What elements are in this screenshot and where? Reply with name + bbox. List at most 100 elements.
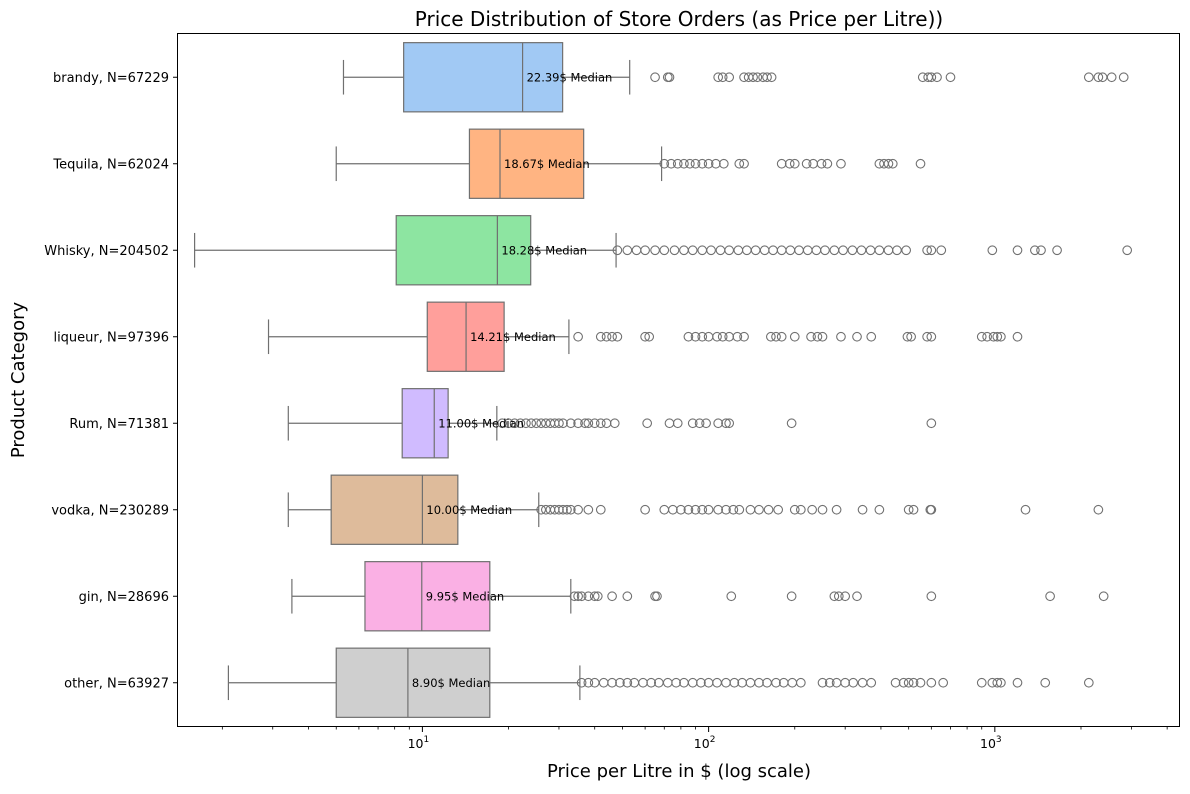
outlier-point bbox=[776, 245, 787, 256]
outlier-point bbox=[712, 331, 722, 342]
outlier-point bbox=[922, 245, 932, 256]
outlier-point bbox=[763, 504, 774, 515]
outlier-point bbox=[771, 677, 781, 688]
outlier-point bbox=[836, 158, 846, 169]
outlier-point bbox=[906, 331, 916, 342]
outlier-point bbox=[1106, 72, 1117, 83]
outlier-point bbox=[687, 245, 698, 256]
y-tick-label: Rum, N=71381 bbox=[69, 417, 169, 432]
outlier-point bbox=[785, 245, 796, 256]
outlier-point bbox=[732, 331, 743, 342]
outlier-point bbox=[808, 158, 819, 169]
y-tick-label: other, N=63927 bbox=[64, 676, 169, 691]
outlier-point bbox=[856, 245, 867, 256]
outlier-point bbox=[696, 677, 706, 688]
median-label: 9.95$ Median bbox=[426, 589, 504, 603]
outlier-point bbox=[706, 245, 716, 256]
outlier-point bbox=[601, 331, 612, 342]
outlier-point bbox=[536, 504, 547, 515]
outlier-point bbox=[745, 504, 756, 515]
outlier-point bbox=[748, 72, 758, 83]
outlier-point bbox=[583, 504, 594, 515]
outlier-point bbox=[573, 331, 583, 342]
outlier-point bbox=[685, 158, 695, 169]
outlier-point bbox=[690, 331, 701, 342]
outlier-point bbox=[745, 677, 756, 688]
outlier-point bbox=[865, 245, 876, 256]
outlier-point bbox=[852, 331, 862, 342]
outlier-point bbox=[676, 504, 686, 515]
outlier-point bbox=[833, 591, 844, 602]
iqr-box bbox=[403, 42, 564, 113]
outlier-point bbox=[690, 504, 701, 515]
outlier-point bbox=[703, 504, 714, 515]
outlier-point bbox=[703, 158, 714, 169]
outlier-point bbox=[992, 331, 1003, 342]
outlier-point bbox=[1045, 591, 1055, 602]
outlier-point bbox=[883, 158, 894, 169]
outlier-point bbox=[988, 331, 999, 342]
box-group-6: 9.95$ Median bbox=[291, 561, 1109, 632]
outlier-point bbox=[776, 158, 787, 169]
outlier-point bbox=[874, 504, 885, 515]
x-tick-exponent: 2 bbox=[710, 735, 716, 745]
outlier-point bbox=[1098, 591, 1109, 602]
outlier-point bbox=[926, 504, 937, 515]
box-group-5: 10.00$ Median bbox=[287, 474, 1104, 545]
outlier-point bbox=[932, 72, 942, 83]
outlier-point bbox=[915, 677, 926, 688]
outlier-point bbox=[822, 158, 833, 169]
outlier-point bbox=[789, 158, 800, 169]
outlier-point bbox=[721, 677, 731, 688]
outlier-point bbox=[612, 331, 623, 342]
outlier-point bbox=[776, 331, 787, 342]
x-axis: 101 102 103 bbox=[221, 726, 1168, 751]
box-group-7: 8.90$ Median bbox=[227, 647, 1094, 718]
outlier-point bbox=[521, 418, 531, 429]
outlier-point bbox=[672, 158, 683, 169]
outlier-point bbox=[789, 331, 800, 342]
outlier-point bbox=[669, 245, 680, 256]
median-label: 18.67$ Median bbox=[504, 157, 590, 171]
outlier-point bbox=[697, 245, 708, 256]
y-axis: brandy, N=67229 Tequila, N=62024 Whisky, N… bbox=[44, 71, 178, 691]
outlier-point bbox=[752, 72, 763, 83]
iqr-box bbox=[335, 647, 491, 718]
outlier-point bbox=[595, 418, 606, 429]
outlier-point bbox=[724, 72, 735, 83]
outlier-point bbox=[728, 504, 739, 515]
outlier-point bbox=[857, 677, 868, 688]
outlier-point bbox=[838, 245, 848, 256]
outlier-point bbox=[1040, 677, 1051, 688]
outlier-point bbox=[890, 677, 901, 688]
outlier-point bbox=[595, 331, 606, 342]
outlier-point bbox=[1020, 504, 1031, 515]
outlier-point bbox=[806, 331, 816, 342]
outlier-point bbox=[1052, 245, 1062, 256]
outlier-point bbox=[812, 331, 823, 342]
plot-area-frame bbox=[177, 33, 1180, 727]
outlier-point bbox=[754, 504, 764, 515]
outlier-point bbox=[1083, 72, 1094, 83]
x-axis-label: Price per Litre in $ (log scale) bbox=[547, 761, 811, 782]
outlier-point bbox=[694, 418, 705, 429]
outlier-point bbox=[817, 504, 828, 515]
outlier-point bbox=[807, 504, 817, 515]
median-label: 11.00$ Median bbox=[438, 416, 524, 430]
outlier-point bbox=[683, 331, 694, 342]
outlier-point bbox=[622, 245, 633, 256]
outlier-point bbox=[558, 418, 568, 429]
outlier-point bbox=[644, 331, 655, 342]
outlier-point bbox=[1122, 245, 1133, 256]
outlier-point bbox=[659, 158, 670, 169]
outlier-point bbox=[671, 677, 681, 688]
outlier-point bbox=[595, 504, 606, 515]
outlier-point bbox=[892, 245, 902, 256]
outlier-point bbox=[526, 418, 537, 429]
outlier-point bbox=[1083, 677, 1094, 688]
outlier-point bbox=[697, 158, 708, 169]
outlier-point bbox=[926, 418, 937, 429]
outlier-point bbox=[759, 245, 770, 256]
outlier-point bbox=[787, 677, 798, 688]
outlier-point bbox=[713, 418, 724, 429]
